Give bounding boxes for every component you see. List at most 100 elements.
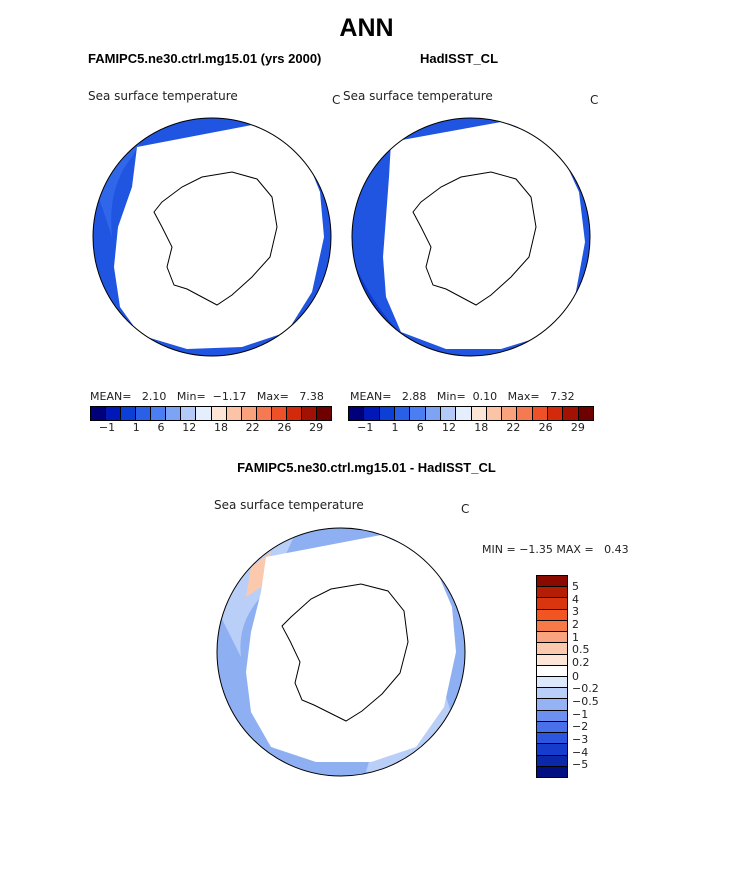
panel-2-units: C xyxy=(590,93,599,107)
panel-1-colorbar-swatch xyxy=(241,407,257,420)
diff-colorbar-label: 4 xyxy=(572,593,579,606)
panel-2-colorbar-swatch xyxy=(349,407,365,420)
panel-1-map xyxy=(92,117,332,357)
panel-2-colorbar-tick-label: 22 xyxy=(506,421,521,434)
diff-sea-ice xyxy=(246,535,456,762)
panel-1-stats: MEAN= 2.10 Min= −1.17 Max= 7.38 xyxy=(90,390,324,403)
panel-1-colorbar-swatch xyxy=(211,407,227,420)
panel-1-colorbar-swatch xyxy=(196,407,212,420)
diff-colorbar-label: −4 xyxy=(572,746,589,759)
panel-1-colorbar-swatch xyxy=(286,407,302,420)
panel-2-colorbar-tick-label: 26 xyxy=(538,421,553,434)
panel-1-colorbar-tick-label: 26 xyxy=(277,421,292,434)
panel-1-colorbar-tick-label: 6 xyxy=(157,421,165,434)
diff-colorbar-swatch xyxy=(537,632,567,644)
panel-1-colorbar-swatch xyxy=(106,407,122,420)
diff-colorbar-swatch xyxy=(537,620,567,633)
diff-colorbar-swatch xyxy=(537,733,567,745)
panel-1-colorbar-swatch xyxy=(301,407,317,420)
panel-2-colorbar-swatch xyxy=(456,407,472,420)
panel-1-case-label: FAMIPC5.ne30.ctrl.mg15.01 (yrs 2000) xyxy=(88,51,322,66)
panel-2-map xyxy=(351,117,591,357)
panel-1-colorbar-tick-label: 22 xyxy=(245,421,260,434)
panel-2-colorbar-swatch xyxy=(364,407,380,420)
diff-colorbar-swatch xyxy=(537,710,567,722)
diff-colorbar-swatch xyxy=(537,676,567,689)
panel-1-colorbar-swatch xyxy=(91,407,107,420)
panel-1-colorbar-swatch xyxy=(181,407,197,420)
diff-colorbar xyxy=(536,575,568,778)
panel-1-colorbar-swatch xyxy=(316,407,331,420)
diff-map xyxy=(216,527,466,777)
panel-1-colorbar-tick-label: 18 xyxy=(213,421,228,434)
diff-colorbar-swatch xyxy=(537,699,567,711)
panel-2-colorbar-swatch xyxy=(563,407,579,420)
panel-2-colorbar-swatch xyxy=(548,407,564,420)
panel-2-case-label: HadISST_CL xyxy=(420,51,499,66)
diff-colorbar-swatch xyxy=(537,643,567,655)
panel-1-colorbar-swatch xyxy=(271,407,287,420)
diff-colorbar-swatch xyxy=(537,665,567,677)
diff-colorbar-label: 3 xyxy=(572,605,579,618)
diff-warm-patch xyxy=(246,552,271,597)
panel-2-colorbar-swatch xyxy=(517,407,533,420)
panel-2-colorbar-swatch xyxy=(425,407,441,420)
diff-title: FAMIPC5.ne30.ctrl.mg15.01 - HadISST_CL xyxy=(237,460,496,475)
panel-2-colorbar-swatch xyxy=(578,407,593,420)
diff-units: C xyxy=(461,502,470,516)
panel-1-colorbar-swatch xyxy=(136,407,152,420)
panel-2-colorbar-swatch xyxy=(440,407,457,420)
panel-1-colorbar-swatch xyxy=(166,407,182,420)
diff-variable: Sea surface temperature xyxy=(214,498,364,512)
diff-minmax: MIN = −1.35 MAX = 0.43 xyxy=(482,543,629,556)
figure-title: ANN xyxy=(339,14,394,42)
panel-2-colorbar-swatch xyxy=(379,407,395,420)
diff-colorbar-label: 5 xyxy=(572,580,579,593)
diff-colorbar-label: 0.2 xyxy=(572,656,590,669)
panel-1-colorbar-tick-label: 1 xyxy=(132,421,140,434)
diff-colorbar-label: −1 xyxy=(572,708,589,721)
panel-2-antarctica-coast xyxy=(412,171,537,306)
panel-2-colorbar-swatch xyxy=(486,407,503,420)
diff-colorbar-swatch xyxy=(537,721,567,734)
panel-1-colorbar-swatch xyxy=(256,407,272,420)
panel-1-colorbar-tick-label: 29 xyxy=(309,421,324,434)
panel-1-antarctica-coast xyxy=(153,171,278,306)
diff-colorbar-swatch xyxy=(537,755,567,767)
diff-colorbar-label: −2 xyxy=(572,720,589,733)
panel-1-sea-ice xyxy=(114,125,324,349)
panel-2-colorbar-swatch xyxy=(410,407,426,420)
panel-2-colorbar-swatch xyxy=(502,407,518,420)
panel-1-colorbar-tick-label: −1 xyxy=(98,421,116,434)
panel-1-colorbar-swatch xyxy=(121,407,137,420)
diff-colorbar-swatch xyxy=(537,598,567,610)
panel-1-colorbar-swatch xyxy=(151,407,167,420)
panel-1-colorbar-swatch xyxy=(226,407,242,420)
diff-colorbar-swatch xyxy=(537,654,567,666)
panel-2-variable: Sea surface temperature xyxy=(343,89,493,103)
panel-1-colorbar-ticks: −1 1 6 12 18 22 26 29 xyxy=(90,421,332,434)
panel-2-colorbar-tick-label: 18 xyxy=(474,421,489,434)
diff-colorbar-label: −0.5 xyxy=(572,695,599,708)
panel-2-colorbar-tick-label: −1 xyxy=(357,421,374,434)
diff-colorbar-swatch xyxy=(537,576,567,588)
panel-2-colorbar-tick-label: 29 xyxy=(570,421,585,434)
panel-2-colorbar xyxy=(348,406,594,421)
diff-colorbar-label: −3 xyxy=(572,733,589,746)
diff-antarctica-coast xyxy=(281,583,409,722)
diff-colorbar-swatch xyxy=(537,744,567,756)
panel-2-colorbar-tick-label: 12 xyxy=(441,421,456,434)
panel-2-colorbar-ticks: −1 1 6 12 18 22 26 29 xyxy=(348,421,594,434)
panel-2-colorbar-tick-label: 6 xyxy=(416,421,424,434)
diff-colorbar-labels: 5 4 3 2 1 0.5 0.2 0 −0.2 −0.5 −1 −2 −3 −… xyxy=(572,575,612,778)
diff-colorbar-swatch xyxy=(537,587,567,599)
diff-colorbar-swatch xyxy=(537,766,567,777)
panel-2-colorbar-swatch xyxy=(394,407,411,420)
panel-2-colorbar-swatch xyxy=(532,407,549,420)
panel-2-colorbar-swatch xyxy=(471,407,487,420)
diff-colorbar-label: 2 xyxy=(572,618,579,631)
panel-1-colorbar-tick-label: 12 xyxy=(182,421,197,434)
panel-1-units: C xyxy=(332,93,341,107)
diff-colorbar-label: −0.2 xyxy=(572,682,599,695)
diff-colorbar-label: 1 xyxy=(572,631,579,644)
